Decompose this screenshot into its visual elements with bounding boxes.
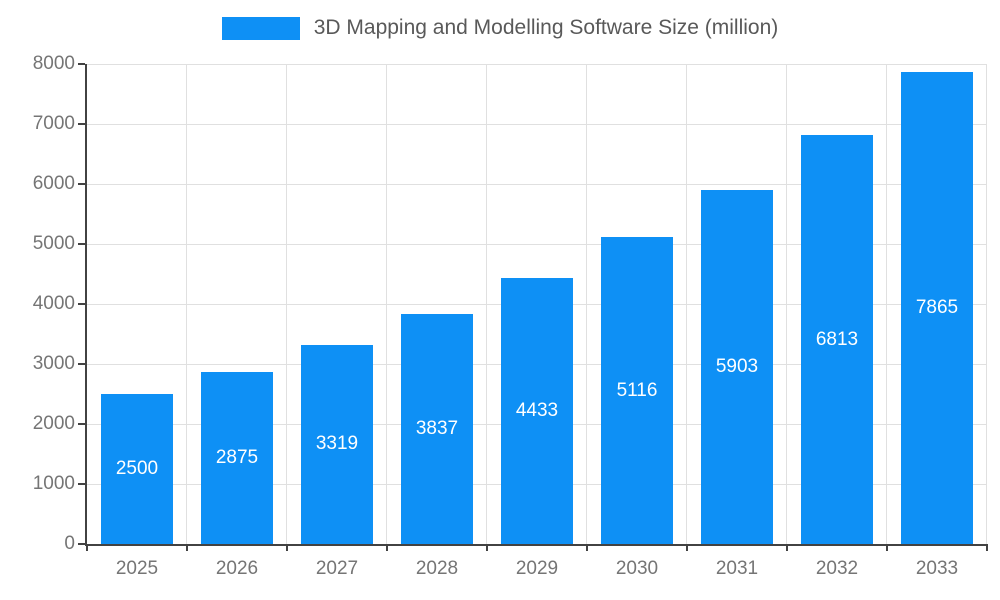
- y-tick-label: 8000: [32, 53, 75, 74]
- x-tick-label: 2031: [715, 558, 759, 579]
- x-axis-tick: [486, 544, 488, 551]
- y-axis-tick: [78, 183, 85, 185]
- chart-title: 3D Mapping and Modelling Software Size (…: [313, 16, 779, 39]
- bar-value-label: 7865: [915, 297, 959, 319]
- vertical-gridline: [586, 64, 587, 544]
- vertical-gridline: [486, 64, 487, 544]
- x-axis-tick: [886, 544, 888, 551]
- x-tick-label: 2025: [115, 558, 159, 579]
- y-axis-tick: [78, 63, 85, 65]
- bar-value-label: 2875: [215, 446, 259, 468]
- y-tick-label: 1000: [32, 473, 75, 494]
- horizontal-gridline: [87, 184, 987, 185]
- legend-swatch: [221, 16, 300, 40]
- y-tick-label: 2000: [32, 413, 75, 434]
- y-tick-label: 5000: [32, 233, 75, 254]
- y-tick-label: 0: [64, 533, 75, 554]
- bar-value-label: 3319: [315, 433, 359, 455]
- bar-value-label: 4433: [515, 400, 559, 422]
- horizontal-gridline: [87, 244, 987, 245]
- bar: 2875: [201, 371, 273, 544]
- vertical-gridline: [286, 64, 287, 544]
- x-axis-tick: [386, 544, 388, 551]
- x-tick-label: 2027: [315, 558, 359, 579]
- x-tick-label: 2029: [515, 558, 559, 579]
- y-axis-tick: [78, 423, 85, 425]
- x-tick-label: 2030: [615, 558, 659, 579]
- horizontal-gridline: [87, 64, 987, 65]
- plot-area: 0 1000 2000 3000 4000 5000 6000 7000 8000 2500 202…: [33, 53, 988, 579]
- y-axis-tick: [78, 243, 85, 245]
- x-axis-tick: [686, 544, 688, 551]
- bar: 5116: [601, 237, 673, 544]
- x-tick-label: 2026: [215, 558, 259, 579]
- y-axis-tick: [78, 303, 85, 305]
- vertical-gridline: [986, 64, 987, 544]
- vertical-gridline: [186, 64, 187, 544]
- bar: 3319: [301, 344, 373, 544]
- bar-value-label: 3837: [415, 417, 459, 439]
- x-axis-tick: [986, 544, 988, 551]
- y-axis-tick: [78, 543, 85, 545]
- bar: 4433: [501, 278, 573, 544]
- bar: 3837: [401, 313, 473, 544]
- bar: 5903: [701, 189, 773, 544]
- vertical-gridline: [686, 64, 687, 544]
- y-tick-label: 6000: [32, 173, 75, 194]
- x-axis-tick: [86, 544, 88, 551]
- y-axis-tick: [78, 363, 85, 365]
- bar-value-label: 5903: [715, 355, 759, 377]
- bar: 2500: [101, 394, 173, 544]
- bar: 7865: [901, 72, 973, 544]
- x-tick-label: 2028: [415, 558, 459, 579]
- x-axis-tick: [286, 544, 288, 551]
- y-tick-label: 7000: [32, 113, 75, 134]
- x-tick-label: 2032: [815, 558, 859, 579]
- vertical-gridline: [786, 64, 787, 544]
- y-tick-label: 3000: [32, 353, 75, 374]
- x-axis-tick: [786, 544, 788, 551]
- y-tick-label: 4000: [32, 293, 75, 314]
- bar-value-label: 6813: [815, 328, 859, 350]
- x-axis-tick: [186, 544, 188, 551]
- x-tick-label: 2033: [915, 558, 959, 579]
- chart-legend: 3D Mapping and Modelling Software Size (…: [0, 16, 1000, 40]
- x-axis-tick: [586, 544, 588, 551]
- y-axis-tick: [78, 123, 85, 125]
- y-axis-tick: [78, 483, 85, 485]
- horizontal-gridline: [87, 124, 987, 125]
- bar: 6813: [801, 135, 873, 544]
- bar-value-label: 2500: [115, 458, 159, 479]
- vertical-gridline: [886, 64, 887, 544]
- vertical-gridline: [386, 64, 387, 544]
- bar-value-label: 5116: [616, 379, 658, 401]
